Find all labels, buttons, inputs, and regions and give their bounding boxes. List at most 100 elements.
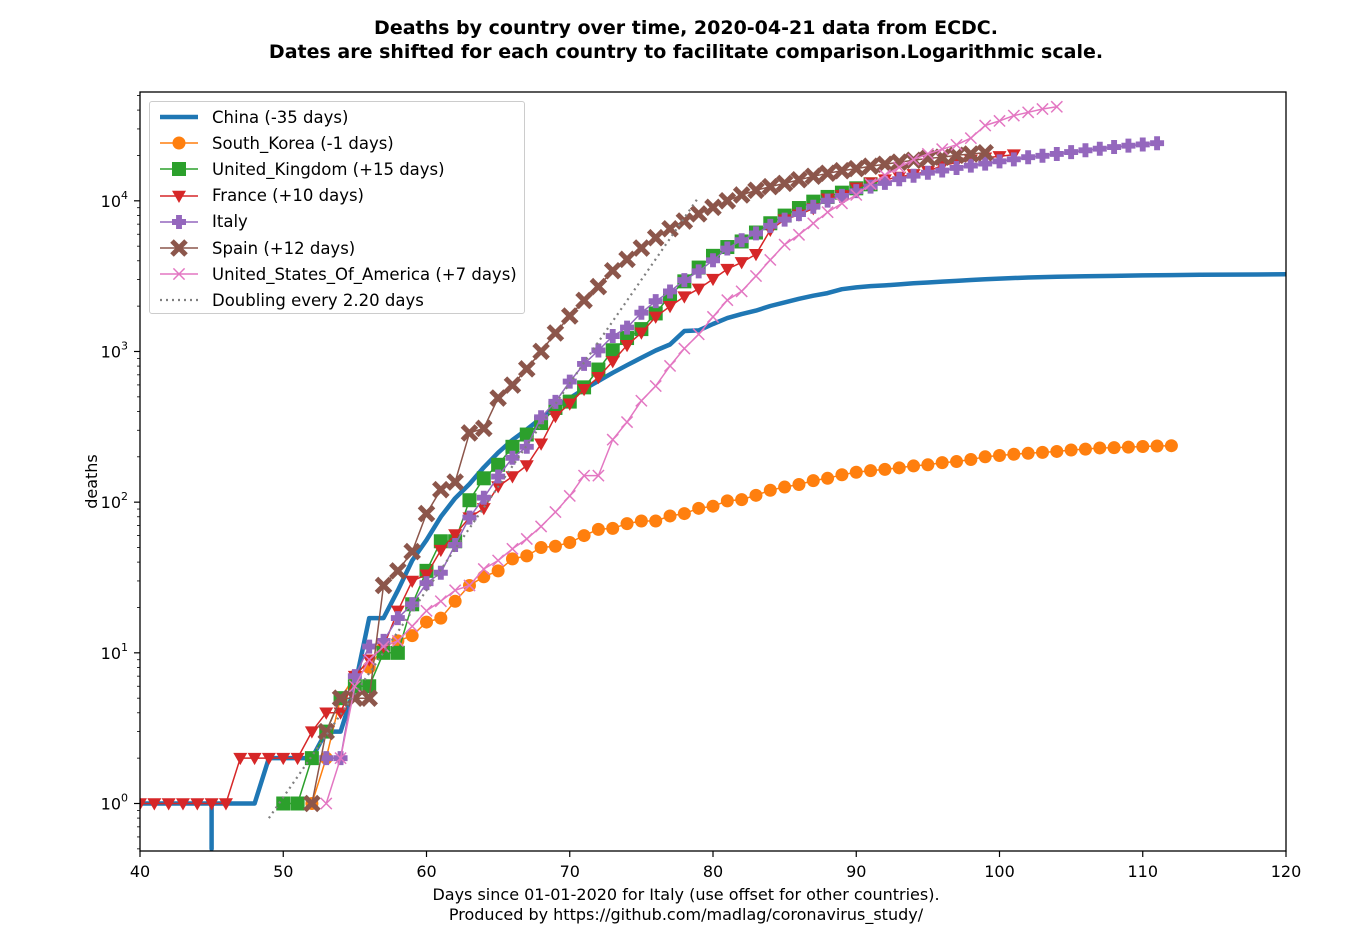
data-point <box>849 465 863 479</box>
data-point <box>648 311 663 324</box>
data-point <box>331 689 350 707</box>
data-point <box>592 469 605 482</box>
data-point <box>463 579 476 592</box>
data-point <box>976 143 994 162</box>
data-point <box>876 155 894 174</box>
y-tick-label: 104 <box>101 189 128 211</box>
legend: China (-35 days) South_Korea (-1 days) Uni… <box>149 101 525 314</box>
data-point <box>1022 106 1035 119</box>
data-point <box>548 394 563 409</box>
data-point <box>391 634 404 648</box>
data-point <box>433 565 448 580</box>
data-point <box>833 161 851 180</box>
data-point <box>792 228 806 241</box>
data-point <box>663 359 677 373</box>
data-point <box>721 294 734 307</box>
data-point <box>1021 446 1035 460</box>
data-point <box>618 250 636 269</box>
data-point <box>778 480 792 494</box>
data-point <box>303 794 321 813</box>
data-point <box>360 689 378 707</box>
data-point <box>978 156 993 171</box>
data-point <box>363 653 376 666</box>
data-point <box>677 273 692 288</box>
legend-label: China (-35 days) <box>212 107 349 127</box>
data-point <box>362 679 377 694</box>
data-point <box>735 285 748 298</box>
data-point <box>506 542 519 555</box>
series-layer <box>140 100 1286 851</box>
y-tick-label: 103 <box>101 339 128 361</box>
data-point <box>505 552 519 566</box>
data-point <box>677 291 692 304</box>
data-point <box>562 398 577 411</box>
legend-item: Spain (+12 days) <box>158 235 355 261</box>
data-point <box>632 239 651 257</box>
legend-swatch <box>160 136 198 150</box>
legend-marker <box>172 136 186 150</box>
data-point <box>947 146 966 165</box>
data-point <box>419 569 434 582</box>
data-point <box>548 539 562 553</box>
data-point <box>907 153 920 166</box>
data-point <box>834 188 849 203</box>
data-point <box>620 320 635 335</box>
x-tick-label: 50 <box>273 862 293 881</box>
data-point <box>534 438 549 451</box>
x-tick-label: 100 <box>984 862 1015 881</box>
data-point <box>847 159 866 178</box>
data-point <box>304 726 319 739</box>
data-point <box>362 639 377 654</box>
data-point <box>1021 150 1036 165</box>
data-point <box>405 597 420 612</box>
data-point <box>420 615 433 629</box>
data-point <box>589 277 608 296</box>
data-point <box>962 145 980 163</box>
data-point <box>689 205 708 223</box>
series-line <box>325 106 1057 804</box>
y-axis-label: deaths <box>81 454 101 509</box>
y-axis: 100 101 102 103 104 <box>101 95 140 850</box>
data-point <box>433 534 448 549</box>
chart-subtitle: Dates are shifted for each country to fa… <box>268 41 1104 63</box>
legend-label: France (+10 days) <box>212 186 364 206</box>
data-point <box>548 410 563 424</box>
data-point <box>505 439 520 454</box>
data-point <box>804 167 823 186</box>
data-point <box>775 174 794 193</box>
data-point <box>491 564 505 578</box>
data-point <box>747 181 765 200</box>
data-point <box>575 291 593 310</box>
data-point <box>591 522 605 536</box>
data-point <box>519 460 534 473</box>
legend-swatch <box>160 214 198 229</box>
x-tick-label: 120 <box>1271 862 1302 881</box>
data-point <box>534 410 549 425</box>
data-point <box>1064 145 1079 160</box>
data-point <box>749 269 763 283</box>
data-point <box>993 114 1006 128</box>
data-point <box>704 198 722 217</box>
data-point <box>376 633 391 648</box>
x-tick-label: 70 <box>560 862 580 881</box>
data-point <box>720 241 735 256</box>
data-point <box>921 458 935 472</box>
data-point <box>964 452 978 466</box>
data-point <box>649 379 662 393</box>
data-point <box>720 494 734 508</box>
data-point <box>534 541 548 555</box>
data-point <box>147 798 162 811</box>
data-point <box>1135 137 1150 152</box>
legend-swatch <box>160 190 198 203</box>
x-tick-label: 80 <box>703 862 723 881</box>
data-point <box>448 529 463 542</box>
data-point <box>907 459 921 473</box>
legend-label: Italy <box>212 212 248 232</box>
data-point <box>406 620 419 633</box>
data-point <box>563 535 577 549</box>
x-axis-credit: Produced by https://github.com/madlag/co… <box>448 905 924 924</box>
data-point <box>1136 440 1150 454</box>
data-point <box>420 604 433 617</box>
data-point <box>936 143 949 156</box>
data-point <box>906 168 921 183</box>
